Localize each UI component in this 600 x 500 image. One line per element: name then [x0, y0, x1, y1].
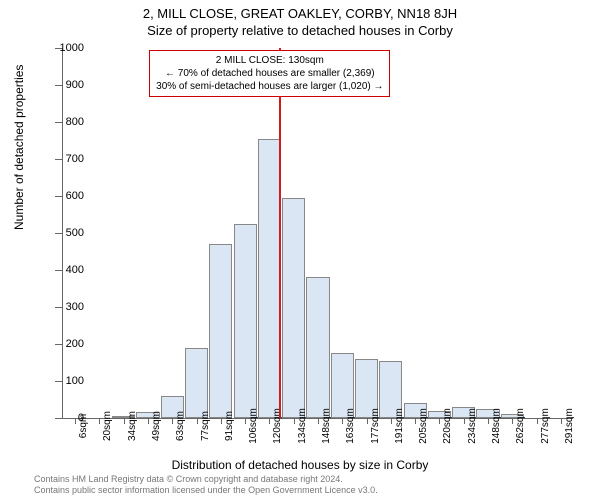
annotation-line: 2 MILL CLOSE: 130sqm: [156, 54, 383, 67]
y-tick-label: 300: [44, 301, 84, 313]
y-tick-label: 500: [44, 227, 84, 239]
footer-line2: Contains public sector information licen…: [34, 485, 378, 496]
y-axis-title: Number of detached properties: [12, 65, 26, 230]
plot-region: 6sqm20sqm34sqm49sqm63sqm77sqm91sqm106sqm…: [62, 48, 573, 419]
histogram-bar: [306, 277, 329, 418]
x-tick: [221, 418, 222, 424]
x-axis-title: Distribution of detached houses by size …: [0, 458, 600, 472]
x-tick: [537, 418, 538, 424]
x-tick: [439, 418, 440, 424]
x-tick: [124, 418, 125, 424]
x-tick: [367, 418, 368, 424]
reference-marker-line: [279, 48, 281, 418]
x-tick: [172, 418, 173, 424]
y-tick-label: 100: [44, 375, 84, 387]
chart-title: Size of property relative to detached ho…: [0, 21, 600, 38]
chart-area: 6sqm20sqm34sqm49sqm63sqm77sqm91sqm106sqm…: [62, 48, 572, 418]
x-tick: [318, 418, 319, 424]
y-tick-label: 600: [44, 190, 84, 202]
histogram-bar: [282, 198, 305, 418]
annotation-line: ← 70% of detached houses are smaller (2,…: [156, 67, 383, 80]
x-tick: [391, 418, 392, 424]
y-tick-label: 700: [44, 153, 84, 165]
x-tick: [148, 418, 149, 424]
x-tick: [269, 418, 270, 424]
histogram-bar: [185, 348, 208, 418]
y-tick-label: 800: [44, 116, 84, 128]
chart-supertitle: 2, MILL CLOSE, GREAT OAKLEY, CORBY, NN18…: [0, 0, 600, 21]
footer-line1: Contains HM Land Registry data © Crown c…: [34, 474, 378, 485]
x-tick: [561, 418, 562, 424]
y-tick-label: 900: [44, 79, 84, 91]
y-tick-label: 1000: [44, 42, 84, 54]
histogram-bar: [234, 224, 257, 418]
annotation-line: 30% of semi-detached houses are larger (…: [156, 80, 383, 93]
y-tick-label: 200: [44, 338, 84, 350]
x-tick: [99, 418, 100, 424]
annotation-callout: 2 MILL CLOSE: 130sqm← 70% of detached ho…: [149, 50, 390, 97]
x-tick: [415, 418, 416, 424]
x-tick: [512, 418, 513, 424]
x-tick: [245, 418, 246, 424]
x-tick: [488, 418, 489, 424]
x-tick-label: 291sqm: [564, 408, 575, 444]
y-tick-label: 0: [44, 412, 84, 424]
x-tick: [342, 418, 343, 424]
x-tick: [197, 418, 198, 424]
x-tick-label: 277sqm: [540, 408, 551, 444]
footer-attribution: Contains HM Land Registry data © Crown c…: [34, 474, 378, 496]
histogram-bar: [258, 139, 281, 418]
chart-container: 2, MILL CLOSE, GREAT OAKLEY, CORBY, NN18…: [0, 0, 600, 500]
y-tick-label: 400: [44, 264, 84, 276]
x-tick: [294, 418, 295, 424]
histogram-bar: [209, 244, 232, 418]
x-tick-label: 262sqm: [515, 408, 526, 444]
x-tick: [464, 418, 465, 424]
